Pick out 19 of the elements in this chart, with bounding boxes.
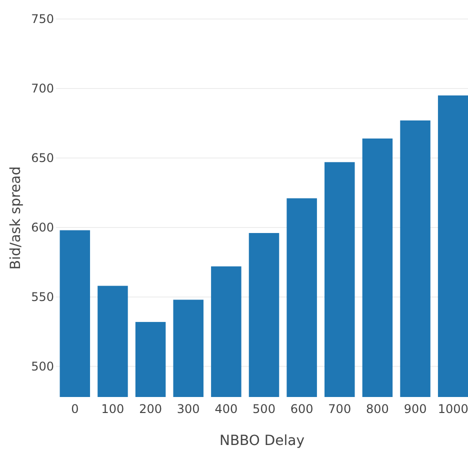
y-axis-title: Bid/ask spread xyxy=(8,166,24,270)
y-tick-label: 500 xyxy=(31,360,54,374)
x-tick-label: 700 xyxy=(328,402,352,416)
y-tick-label: 600 xyxy=(31,220,54,235)
y-tick-label: 700 xyxy=(31,82,54,96)
y-tick-label: 750 xyxy=(31,12,54,26)
x-tick-label: 300 xyxy=(176,402,200,416)
x-tick-label: 400 xyxy=(214,402,238,416)
x-axis-title: NBBO Delay xyxy=(219,433,305,449)
x-tick-label: 900 xyxy=(404,402,427,416)
x-tick-label: 800 xyxy=(366,402,389,416)
x-tick-label: 500 xyxy=(252,402,276,416)
y-tick-label: 550 xyxy=(31,290,54,304)
x-tick-label: 0 xyxy=(71,402,79,416)
x-tick-label: 600 xyxy=(290,402,314,416)
x-tick-label: 200 xyxy=(139,402,162,416)
x-tick-label: 100 xyxy=(101,402,124,416)
y-tick-label: 650 xyxy=(31,151,54,166)
x-tick-label: 1000 xyxy=(438,402,468,416)
